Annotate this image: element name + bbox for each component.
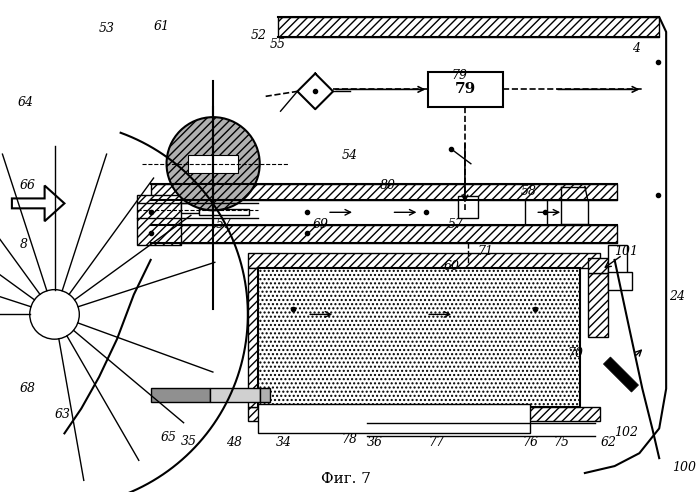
Bar — [248, 268, 258, 407]
Bar — [428, 72, 503, 107]
Bar — [603, 357, 638, 392]
Text: 63: 63 — [55, 409, 71, 421]
Circle shape — [30, 289, 79, 339]
Text: 101: 101 — [614, 245, 639, 258]
Bar — [248, 253, 600, 268]
Circle shape — [166, 117, 260, 210]
Text: 78: 78 — [341, 433, 357, 446]
Text: 102: 102 — [614, 426, 639, 439]
Bar — [151, 388, 210, 402]
Bar — [588, 273, 607, 337]
Text: 4: 4 — [633, 41, 640, 55]
Polygon shape — [12, 186, 64, 221]
Text: 35: 35 — [180, 435, 196, 448]
Text: 58: 58 — [521, 185, 536, 199]
Text: Фиг. 7: Фиг. 7 — [321, 472, 371, 486]
Text: 76: 76 — [522, 436, 538, 449]
Text: 79: 79 — [451, 70, 467, 82]
Text: 57: 57 — [448, 218, 464, 231]
Text: 60: 60 — [444, 260, 460, 273]
Text: 69: 69 — [312, 218, 329, 231]
Text: 100: 100 — [672, 461, 696, 474]
Text: 75: 75 — [553, 436, 569, 449]
Text: 34: 34 — [275, 436, 291, 449]
Bar — [151, 225, 617, 243]
Text: 64: 64 — [18, 96, 34, 109]
Text: 77: 77 — [428, 436, 445, 449]
Bar — [607, 245, 628, 280]
Bar — [248, 407, 600, 421]
Text: 61: 61 — [154, 20, 170, 33]
Bar — [258, 268, 580, 407]
Text: 36: 36 — [367, 436, 383, 449]
Text: 80: 80 — [380, 178, 396, 192]
Polygon shape — [297, 74, 333, 109]
Bar — [588, 258, 607, 273]
Bar — [607, 272, 633, 289]
Text: 57: 57 — [216, 218, 232, 231]
Text: 54: 54 — [342, 149, 358, 162]
Text: 71: 71 — [478, 245, 493, 258]
Text: 55: 55 — [270, 38, 286, 51]
Bar — [258, 404, 531, 433]
Text: 52: 52 — [251, 29, 267, 42]
Text: 62: 62 — [600, 436, 617, 449]
Text: 8: 8 — [20, 238, 28, 251]
Bar — [151, 184, 617, 201]
Text: 65: 65 — [161, 431, 177, 444]
Bar — [278, 17, 659, 37]
Text: 79: 79 — [455, 82, 476, 96]
Bar — [458, 197, 478, 218]
Bar — [199, 209, 249, 215]
Text: 48: 48 — [226, 436, 242, 449]
Bar — [210, 388, 260, 402]
Bar — [260, 388, 270, 402]
Text: 68: 68 — [20, 382, 36, 395]
Bar — [188, 155, 238, 172]
Text: 70: 70 — [567, 347, 583, 360]
Bar — [137, 196, 182, 245]
Text: 24: 24 — [669, 289, 685, 302]
Text: 66: 66 — [20, 178, 36, 192]
Text: 53: 53 — [99, 22, 115, 35]
Bar — [182, 204, 199, 213]
